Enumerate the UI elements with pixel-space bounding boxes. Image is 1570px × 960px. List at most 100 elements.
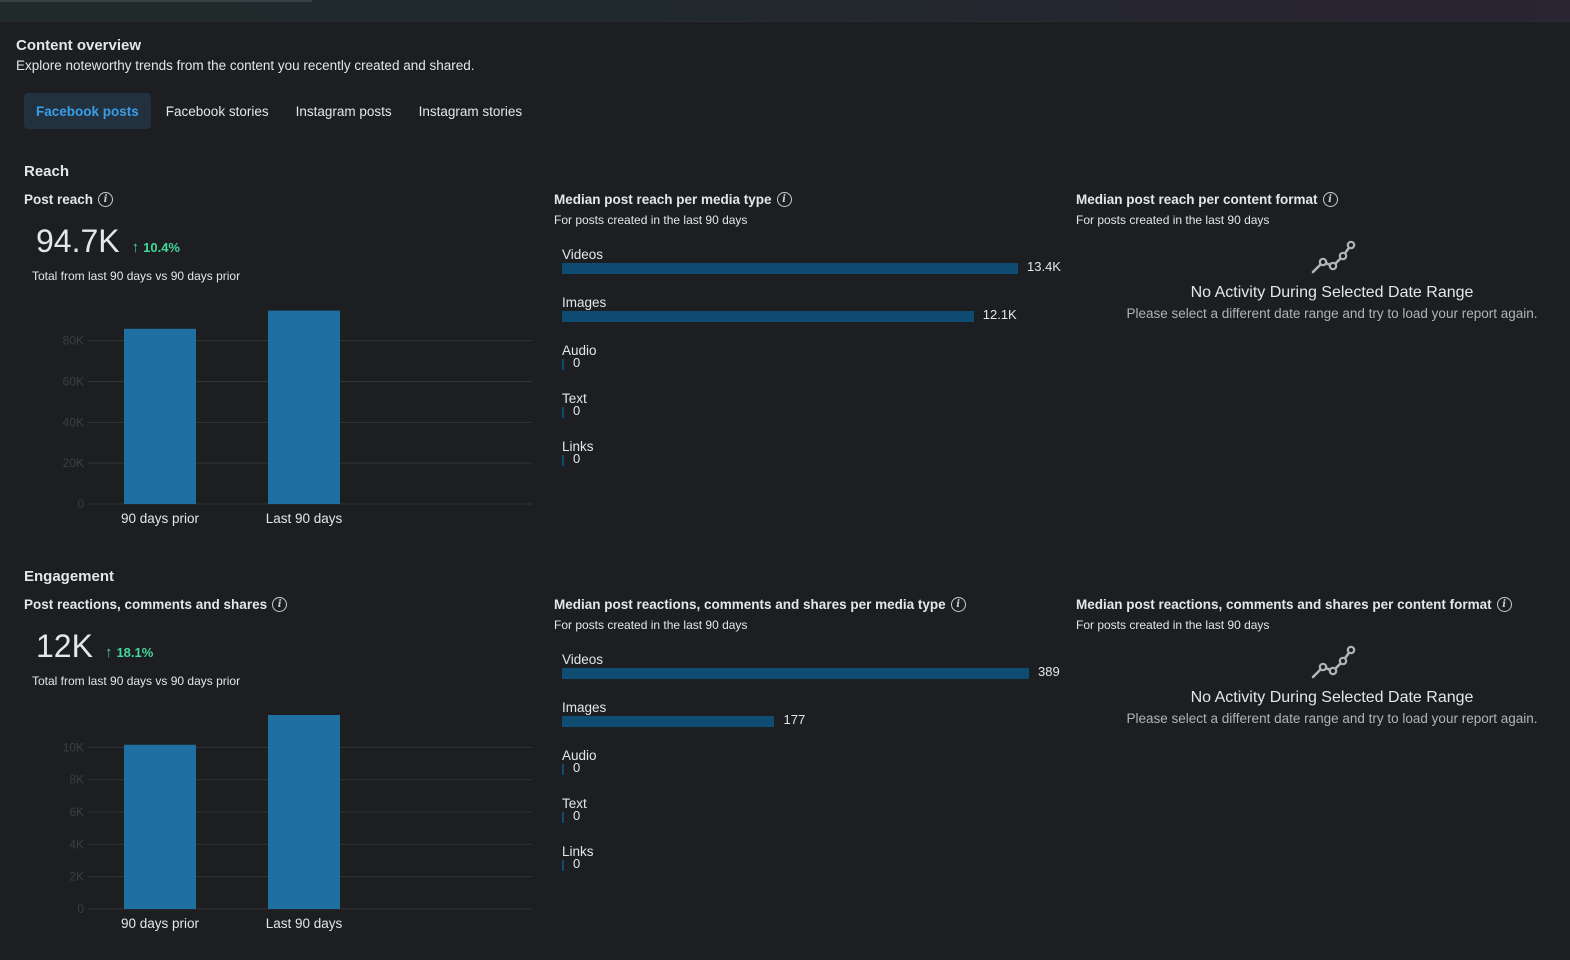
media-type-bar: [562, 263, 1018, 274]
x-tick-label: 90 days prior: [121, 511, 200, 526]
media-type-label: Images: [562, 295, 607, 310]
media-type-bar: [562, 455, 564, 466]
engagement-label: Post reactions, comments and shares i: [24, 597, 288, 612]
engagement-value-row: 12K ↑ 18.1%: [36, 628, 153, 665]
y-tick-label: 80K: [63, 334, 84, 348]
reach-media-type-bars: Videos 13.4K Images 12.1K Audio 0 Text 0 Links 0: [562, 247, 1062, 487]
content-tabs: Facebook posts Facebook stories Instagra…: [24, 93, 537, 129]
tab-instagram-posts[interactable]: Instagram posts: [295, 103, 392, 119]
y-tick-label: 4K: [69, 837, 84, 851]
post-reach-chart-svg: 0 20K 40K 60K 80K 90 days prior Last 90 days: [63, 310, 532, 526]
bar: [268, 310, 340, 504]
engagement-media-type-bars: Videos 389 Images 177 Audio 0 Text 0 Links 0: [562, 652, 1062, 892]
reach-media-type-subtitle: For posts created in the last 90 days: [554, 213, 748, 227]
media-type-value: 177: [783, 712, 806, 727]
post-reach-chart: 0 20K 40K 60K 80K 90 days prior Last 90 days: [24, 300, 544, 545]
y-tick-label: 0: [77, 497, 84, 511]
media-type-row: Links 0: [562, 439, 1062, 487]
line-chart-icon: [1311, 645, 1356, 679]
media-type-row: Audio 0: [562, 748, 1062, 796]
tab-facebook-posts[interactable]: Facebook posts: [24, 93, 151, 129]
reach-media-type-title-text: Median post reach per media type: [554, 192, 772, 207]
info-icon[interactable]: i: [1496, 597, 1512, 612]
media-type-row: Videos 13.4K: [562, 247, 1062, 295]
reach-content-format-subtitle: For posts created in the last 90 days: [1076, 213, 1270, 227]
post-reach-caption: Total from last 90 days vs 90 days prior: [32, 269, 241, 283]
media-type-bar: [562, 764, 564, 775]
media-type-value: 0: [573, 856, 581, 871]
info-icon[interactable]: i: [950, 597, 966, 612]
post-reach-value-row: 94.7K ↑ 10.4%: [36, 223, 180, 260]
media-type-row: Links 0: [562, 844, 1062, 892]
page-header: Content overview Explore noteworthy tren…: [16, 37, 475, 73]
tab-facebook-stories[interactable]: Facebook stories: [165, 103, 269, 119]
y-tick-label: 6K: [69, 805, 84, 819]
arrow-up-icon: ↑: [131, 239, 140, 256]
x-tick-label: Last 90 days: [266, 916, 343, 931]
engagement-empty-state: No Activity During Selected Date Range P…: [1076, 645, 1570, 726]
media-type-bar: [562, 668, 1029, 679]
media-type-label: Text: [562, 391, 587, 406]
media-type-row: Images 12.1K: [562, 295, 1062, 343]
info-icon[interactable]: i: [1322, 192, 1338, 207]
media-type-label: Links: [562, 439, 594, 454]
engagement-value: 12K: [36, 628, 93, 664]
media-type-row: Videos 389: [562, 652, 1062, 700]
media-type-bar: [562, 860, 564, 871]
post-reach-value: 94.7K: [36, 223, 120, 259]
media-type-label: Images: [562, 700, 607, 715]
media-type-label: Text: [562, 796, 587, 811]
media-type-value: 0: [573, 355, 581, 370]
media-type-value: 13.4K: [1027, 259, 1061, 274]
reach-content-format-title-text: Median post reach per content format: [1076, 192, 1318, 207]
info-icon[interactable]: i: [272, 597, 288, 612]
y-tick-label: 0: [77, 902, 84, 916]
post-reach-label-text: Post reach: [24, 192, 94, 207]
y-tick-label: 60K: [63, 374, 84, 388]
engagement-caption: Total from last 90 days vs 90 days prior: [32, 674, 241, 688]
media-type-value: 0: [573, 808, 581, 823]
top-banner: [0, 0, 1570, 22]
engagement-label-text: Post reactions, comments and shares: [24, 597, 268, 612]
media-type-row: Images 177: [562, 700, 1062, 748]
reach-content-format-title: Median post reach per content format i: [1076, 192, 1338, 207]
engagement-media-type-title-text: Median post reactions, comments and shar…: [554, 597, 946, 612]
bar: [124, 744, 196, 909]
empty-state-title: No Activity During Selected Date Range: [1190, 689, 1474, 706]
empty-state-text: Please select a different date range and…: [1126, 711, 1538, 726]
x-tick-label: Last 90 days: [266, 511, 343, 526]
media-type-value: 389: [1038, 664, 1060, 679]
media-type-bar: [562, 716, 775, 727]
media-type-label: Audio: [562, 748, 597, 763]
media-type-bar: [562, 407, 564, 418]
empty-state-text: Please select a different date range and…: [1126, 306, 1538, 321]
engagement-section-title: Engagement: [24, 568, 115, 585]
banner-divider: [0, 0, 312, 2]
engagement-media-type-title: Median post reactions, comments and shar…: [554, 597, 966, 612]
bar: [124, 328, 196, 504]
media-type-bar: [562, 812, 564, 823]
reach-section-title: Reach: [24, 163, 70, 180]
media-type-value: 0: [573, 451, 581, 466]
media-type-value: 0: [573, 403, 581, 418]
info-icon[interactable]: i: [98, 192, 114, 207]
media-type-label: Videos: [562, 247, 604, 262]
media-type-label: Links: [562, 844, 594, 859]
y-tick-label: 10K: [63, 740, 84, 754]
media-type-row: Audio 0: [562, 343, 1062, 391]
y-tick-label: 40K: [63, 415, 84, 429]
page-subtitle: Explore noteworthy trends from the conte…: [16, 58, 475, 73]
tab-instagram-stories[interactable]: Instagram stories: [418, 103, 523, 119]
media-type-row: Text 0: [562, 391, 1062, 439]
reach-empty-state: No Activity During Selected Date Range P…: [1076, 240, 1570, 321]
engagement-chart-svg: 0 2K 4K 6K 8K 10K 90 days prior Last 90 days: [63, 715, 532, 931]
engagement-content-format-title-text: Median post reactions, comments and shar…: [1076, 597, 1492, 612]
bar: [268, 715, 340, 909]
engagement-chart: 0 2K 4K 6K 8K 10K 90 days prior Last 90 days: [24, 705, 544, 950]
post-reach-label: Post reach i: [24, 192, 114, 207]
page-title: Content overview: [16, 37, 142, 54]
info-icon[interactable]: i: [776, 192, 792, 207]
y-tick-label: 8K: [69, 773, 84, 787]
line-chart-icon: [1311, 240, 1356, 274]
y-tick-label: 20K: [63, 456, 84, 470]
